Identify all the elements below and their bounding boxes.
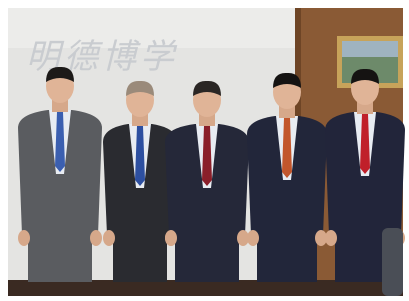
page: 明德博学 (() => { const data = JSON.parse(do… (0, 0, 409, 301)
hand (18, 230, 30, 246)
hand (90, 230, 102, 246)
hand (247, 230, 259, 246)
hand (165, 230, 177, 246)
chair (382, 228, 403, 296)
photo: 明德博学 (0, 0, 409, 301)
wall-inscription: 明德博学 (26, 37, 178, 77)
floor (8, 280, 403, 296)
picture-sky (342, 41, 398, 57)
hand (325, 230, 337, 246)
hand (103, 230, 115, 246)
